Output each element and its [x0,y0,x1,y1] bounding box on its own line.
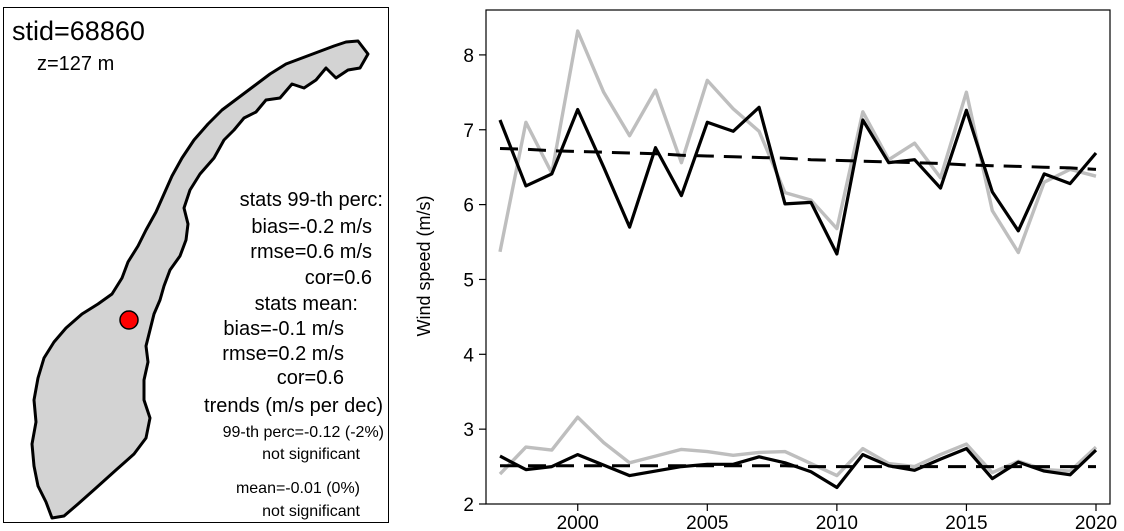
trend-mean-value: mean=-0.01 (0%) [235,480,360,497]
stats-mean-bias: bias=-0.1 m/s [223,318,344,340]
y-tick-label: 7 [463,121,474,142]
y-tick-label: 5 [463,270,474,291]
trend-line-5 [500,464,1096,469]
x-tick-label: 2020 [1075,513,1117,531]
stats-mean-cor: cor=0.6 [276,367,344,389]
plot-area [485,9,1111,505]
y-tick-label: 8 [463,46,474,67]
y-tick-label: 6 [463,196,474,217]
y-tick-label: 4 [463,345,474,366]
x-tick-label: 2005 [686,513,728,531]
x-tick-label: 2000 [557,513,599,531]
trend-p99-significance: not significant [262,446,360,463]
stats-p99-bias: bias=-0.2 m/s [251,216,372,238]
stats-p99-heading: stats 99-th perc: [239,189,383,211]
stats-p99-cor: cor=0.6 [304,267,372,289]
y-tick-label: 3 [463,420,474,441]
x-tick-label: 2015 [945,513,987,531]
series-line-0 [498,29,1097,255]
norway-outline [30,39,370,520]
trend-mean-significance: not significant [262,503,360,520]
station-id-label: stid=68860 [12,16,145,46]
elevation-label: z=127 m [37,53,115,75]
series-line-3 [498,415,1098,478]
y-axis-label: Wind speed (m/s) [414,195,434,336]
station-map-panel: stid=68860 z=127 m stats 99-th perc: bia… [3,7,389,523]
series-line-1 [498,105,1098,256]
norway-map [30,39,370,520]
stats-mean-rmse: rmse=0.2 m/s [222,343,344,365]
stats-p99-rmse: rmse=0.6 m/s [250,241,372,263]
station-marker-icon [119,310,139,330]
trend-p99-value: 99-th perc=-0.12 (-2%) [222,424,384,441]
y-tick-label: 2 [463,495,474,516]
stats-mean-heading: stats mean: [254,293,358,315]
trends-heading: trends (m/s per dec) [204,395,383,417]
trend-line-2 [499,147,1097,171]
series-line-4 [499,447,1098,490]
x-tick-label: 2010 [816,513,858,531]
